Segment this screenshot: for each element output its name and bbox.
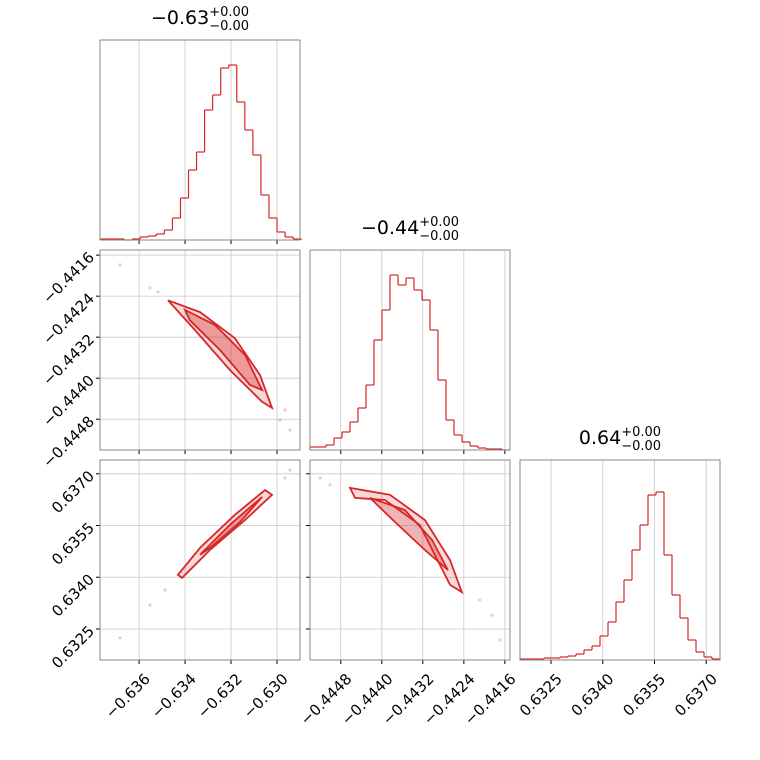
x-tick-label: −0.634 [148,670,200,722]
panel-frame [99,249,301,451]
y-tick-label: 0.6325 [48,622,98,672]
title-minus: −0.00 [419,229,459,244]
panel-title: 0.64+0.00 −0.00 [579,425,661,454]
panel-frame [309,249,511,451]
y-tick-label: 0.6355 [48,519,98,569]
title-value: −0.44 [361,217,419,239]
x-tick-label: −0.632 [194,670,246,722]
sample-point [328,483,332,487]
sample-point [318,476,322,480]
y-tick-label: 0.6340 [48,571,98,621]
sample-point [118,263,122,267]
panel-frame [309,459,511,661]
title-minus: −0.00 [621,439,661,454]
panel-title: −0.44+0.00 −0.00 [361,215,459,244]
x-tick-label: −0.636 [102,670,154,722]
title-plus: +0.00 [419,215,459,230]
sample-point [490,613,494,617]
sample-point [278,418,282,422]
x-tick-label: −0.630 [240,670,292,722]
sample-point [288,468,292,472]
title-value: 0.64 [579,427,621,449]
title-plus: +0.00 [621,425,661,440]
title-minus: −0.00 [209,19,249,34]
sample-point [118,636,122,640]
panel-frame [99,459,301,661]
contour [348,486,464,595]
panel-frame [99,39,301,241]
contour [199,496,263,556]
sample-point [478,598,482,602]
contour [183,308,264,392]
x-tick-label: 0.6355 [619,670,669,720]
contour [167,299,274,411]
title-plus: +0.00 [209,5,249,20]
sample-point [163,588,167,592]
sample-point [148,603,152,607]
title-value: −0.63 [151,7,209,29]
sample-point [498,638,502,642]
sample-point [148,286,152,290]
x-tick-label: 0.6370 [671,670,721,720]
panel-title: −0.63+0.00 −0.00 [151,5,249,34]
sample-point [156,290,160,294]
y-tick-label: 0.6370 [48,467,98,517]
x-tick-label: 0.6325 [516,670,566,720]
sample-point [283,408,287,412]
x-tick-label: 0.6340 [568,670,618,720]
panel-frame [519,459,721,661]
sample-point [288,428,292,432]
sample-point [283,476,287,480]
contour [369,497,449,571]
